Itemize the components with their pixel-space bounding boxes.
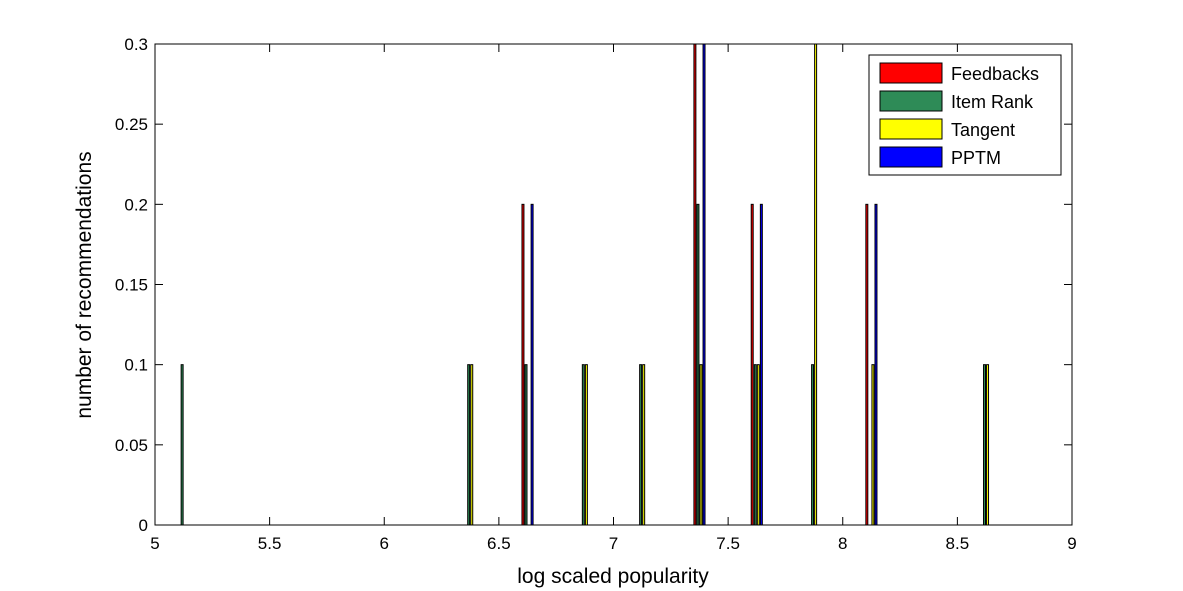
bar <box>986 364 990 526</box>
bar <box>696 203 700 526</box>
bar <box>871 364 875 526</box>
bar <box>753 364 757 526</box>
bar <box>759 203 763 526</box>
x-tick-label: 6.5 <box>487 534 511 553</box>
x-tick-label: 5.5 <box>258 534 282 553</box>
x-axis: 5 5.5 6 6.5 7 7.5 8 8.5 9 <box>150 44 1077 553</box>
bar <box>467 364 471 526</box>
bar <box>530 203 534 526</box>
legend-label: Tangent <box>951 120 1015 140</box>
y-tick-label: 0.25 <box>115 115 148 134</box>
legend-swatch <box>879 90 943 112</box>
legend-label: PPTM <box>951 148 1001 168</box>
legend-label: Item Rank <box>951 92 1034 112</box>
y-tick-label: 0.15 <box>115 276 148 295</box>
bar <box>874 203 878 526</box>
x-tick-label: 5 <box>150 534 159 553</box>
bar <box>811 364 815 526</box>
x-tick-label: 7 <box>609 534 618 553</box>
legend-swatch <box>879 62 943 84</box>
bar <box>470 364 474 526</box>
x-tick-label: 7.5 <box>716 534 740 553</box>
bar <box>756 364 760 526</box>
y-tick-label: 0.2 <box>124 195 148 214</box>
y-axis: 0 0.05 0.1 0.15 0.2 0.25 0.3 <box>115 35 1072 535</box>
bar <box>584 364 588 526</box>
bar <box>865 203 869 526</box>
bar <box>524 364 528 526</box>
y-tick-label: 0.1 <box>124 356 148 375</box>
y-tick-label: 0 <box>139 516 148 535</box>
legend-label: Feedbacks <box>951 64 1039 84</box>
y-axis-label: number of recommendations <box>73 151 96 418</box>
bar <box>693 43 697 526</box>
legend-swatch <box>879 118 943 140</box>
bar <box>983 364 987 526</box>
x-tick-label: 6 <box>380 534 389 553</box>
x-tick-label: 8.5 <box>946 534 970 553</box>
bar <box>639 364 643 526</box>
bar <box>699 364 703 526</box>
y-tick-label: 0.05 <box>115 436 148 455</box>
bar <box>702 43 706 526</box>
bar <box>581 364 585 526</box>
bar <box>750 203 754 526</box>
y-tick-label: 0.3 <box>124 35 148 54</box>
bar <box>642 364 646 526</box>
x-tick-label: 8 <box>838 534 847 553</box>
x-axis-label: log scaled popularity <box>517 565 709 588</box>
bar <box>814 43 818 526</box>
legend: Feedbacks Item Rank Tangent PPTM <box>868 54 1062 176</box>
bar <box>521 203 525 526</box>
bar <box>180 364 184 526</box>
legend-swatch <box>879 146 943 168</box>
x-tick-label: 9 <box>1067 534 1076 553</box>
